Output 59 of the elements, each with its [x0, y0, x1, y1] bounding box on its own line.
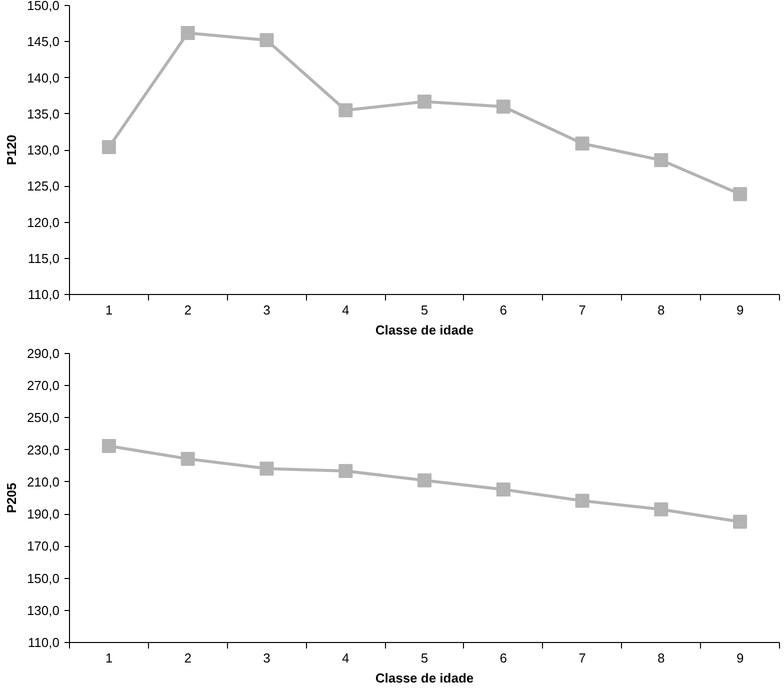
y-tick-label: 140,0	[26, 70, 60, 86]
y-tick-label: 130,0	[26, 142, 60, 158]
x-tick-label: 8	[658, 650, 665, 666]
y-axis-title: P120	[4, 134, 19, 166]
point	[180, 452, 195, 466]
x-tick-label: 7	[578, 650, 586, 666]
x-tick-label: 4	[342, 650, 350, 666]
x-tick-label: 9	[736, 650, 744, 666]
x-tick-label: 1	[105, 302, 113, 318]
point	[575, 494, 590, 508]
y-tick-label: 130,0	[26, 602, 60, 618]
y-tick-label: 170,0	[26, 538, 60, 554]
point	[338, 464, 353, 478]
y-tick-label: 290,0	[26, 346, 60, 361]
point	[733, 187, 748, 202]
x-tick-label: 5	[420, 650, 428, 666]
y-tick-label: 270,0	[26, 378, 60, 394]
y-tick-label: 150,0	[26, 0, 60, 13]
x-tick-label: 9	[736, 302, 744, 318]
point	[496, 100, 510, 114]
y-tick-label: 210,0	[26, 474, 60, 490]
y-tick-label: 120,0	[26, 214, 60, 230]
point	[418, 94, 432, 109]
x-tick-label: 2	[184, 650, 192, 666]
point	[496, 482, 510, 496]
point	[575, 136, 590, 150]
x-tick-label: 2	[184, 302, 192, 318]
x-tick-label: 3	[263, 302, 270, 318]
x-tick-label: 7	[578, 302, 586, 318]
y-tick-label: 115,0	[28, 250, 60, 266]
y-tick-label: 150,0	[26, 570, 60, 586]
y-tick-label: 230,0	[26, 442, 60, 458]
point	[338, 103, 353, 118]
point	[102, 140, 116, 154]
point	[260, 33, 274, 48]
x-axis-title: Classe de idade	[375, 322, 474, 338]
x-tick-label: 3	[263, 650, 270, 666]
x-tick-label: 8	[658, 302, 665, 318]
point	[418, 473, 432, 488]
y-tick-label: 110,0	[28, 635, 60, 650]
point	[260, 462, 274, 476]
y-tick-label: 125,0	[26, 178, 60, 194]
x-tick-label: 1	[105, 650, 113, 666]
x-tick-label: 6	[500, 302, 508, 318]
y-tick-label: 145,0	[26, 34, 60, 50]
x-tick-label: 4	[342, 302, 350, 318]
point	[102, 438, 116, 453]
x-axis-title: Classe de idade	[375, 670, 474, 686]
y-tick-label: 190,0	[26, 506, 60, 522]
point	[733, 514, 748, 529]
x-tick-label: 5	[420, 302, 428, 318]
point	[654, 502, 668, 516]
point	[180, 26, 195, 40]
y-axis-title: P205	[4, 482, 19, 514]
y-tick-label: 110,0	[28, 287, 60, 302]
y-tick-label: 135,0	[26, 106, 60, 122]
y-tick-label: 250,0	[26, 410, 60, 426]
x-tick-label: 6	[500, 650, 508, 666]
point	[654, 153, 668, 168]
